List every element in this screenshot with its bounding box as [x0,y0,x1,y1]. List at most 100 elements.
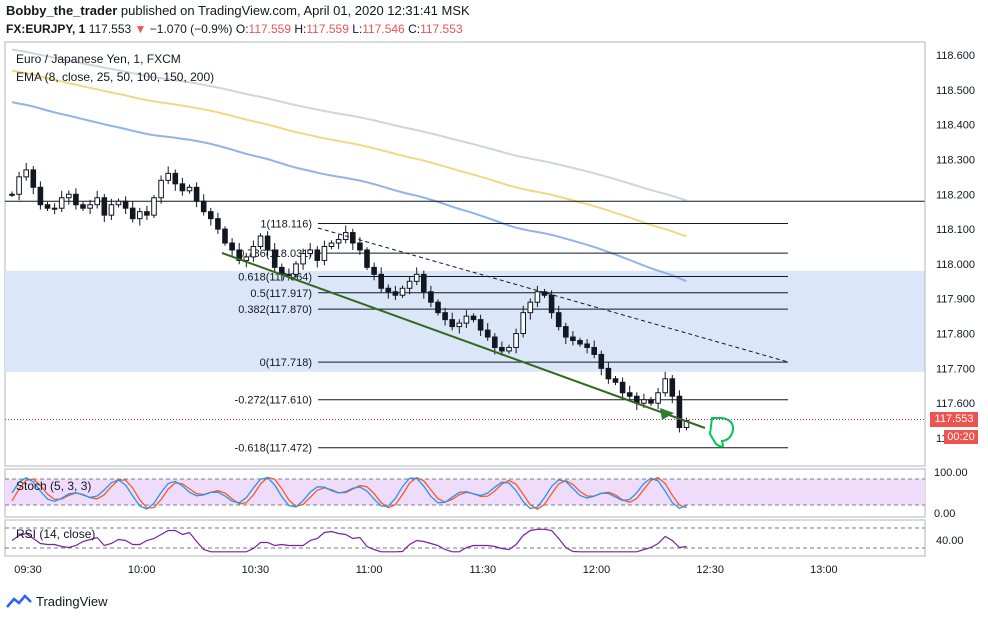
candle-body [314,249,321,261]
candle-body [30,169,37,188]
candle-body [215,218,221,230]
price-axis[interactable]: 118.600 118.500 118.400 118.300 118.200 118.1… [5,42,975,466]
instrument-legend[interactable]: Euro / Japanese Yen, 1, FXCM [16,52,181,66]
time-tick-label: 11:00 [356,564,383,576]
candle-body [115,200,122,206]
close-value: 117.553 [420,22,463,36]
change-value: −1.070 (−0.9%) [149,22,233,36]
candle-body [51,207,58,210]
rsi-pane-frame [4,519,926,557]
candle-body [520,312,527,335]
candle-body [513,333,519,348]
candle-body [641,399,647,404]
candle-body [335,239,342,244]
fib-retracement[interactable]: 1(118.116)0.786(118.031)0.618(117.964)0.… [235,219,788,455]
candle-body [222,228,228,244]
candle-body [421,273,427,293]
candle-body [598,353,605,369]
candle-body [470,315,477,321]
thumbs-down-icon [708,417,735,448]
ema-line [11,101,687,283]
price-tick-label: 118.100 [936,224,975,236]
fib-level-label: -0.618(117.472) [235,443,312,455]
time-tick-label: 12:00 [583,564,611,576]
candle-body [257,235,264,248]
candle-body [122,200,129,209]
candle-body [321,246,328,261]
candle-body [669,378,676,397]
candle-body [619,381,626,394]
candle-body [577,340,583,345]
candle-body [584,343,590,348]
candle-body [626,392,633,397]
candle-body [555,312,562,328]
candle-body [499,346,505,352]
ema-line [11,48,687,202]
candle-body [371,266,377,275]
publish-line: Bobby_the_trader published on TradingVie… [6,2,906,20]
ema-lines [11,48,687,283]
author-name[interactable]: Bobby_the_trader [6,3,118,18]
candle-body [87,204,93,209]
candle-body [570,336,576,342]
candle-body [605,367,612,380]
candle-body [172,172,179,185]
candle-body [442,312,448,321]
fib-level-label: -0.272(117.610) [235,395,312,407]
rsi-indicator: 40.00 [5,527,964,553]
candle-body [662,378,669,394]
candle-body [94,197,101,206]
candle-body [293,263,299,275]
price-tick-label: 117.700 [936,363,975,375]
candle-body [399,287,406,296]
candle-body [23,169,29,178]
time-axis[interactable]: 09:30 10:00 10:30 11:00 11:30 12:00 12:30 13:00 [14,564,837,576]
candle-body [66,193,72,199]
candle-body [44,204,51,209]
countdown-tag: 00:20 [944,430,978,444]
stoch-tick-label: 100.00 [934,467,968,479]
candle-body [655,392,661,404]
candle-body [548,294,555,314]
low-label: L: [352,22,363,36]
candle-body [286,273,292,276]
candle-body [534,291,541,303]
change-arrow-icon: ▼ [134,22,147,36]
stoch-legend[interactable]: Stoch (5, 3, 3) [16,479,92,493]
candle-body [16,176,22,195]
rsi-legend[interactable]: RSI (14, close) [16,527,96,541]
fib-level-label: 0.5(117.917) [250,288,312,300]
time-tick-label: 11:30 [469,564,496,576]
price-tick-label: 118.500 [936,85,975,97]
tradingview-logo-icon [6,594,32,608]
symbol-label: FX:EURJPY, 1 [6,22,86,36]
fib-level-label: 0.382(117.870) [238,304,312,316]
time-tick-label: 13:00 [810,564,838,576]
candle-body [541,291,548,296]
green-arrow-icon [660,408,674,420]
candle-body [264,235,271,251]
price-tick-label: 118.300 [936,154,975,166]
main-pane-frame [4,41,926,467]
price-tick-label: 118.000 [936,259,975,271]
fib-level-label: 1(118.116) [260,219,312,231]
ema-legend[interactable]: EMA (8, close, 25, 50, 100, 150, 200) [16,70,215,84]
footer: TradingView [6,590,108,612]
candle-body [158,179,164,199]
candle-body [236,249,242,261]
candle-body [58,197,65,209]
candle-body [612,378,619,383]
candle-body [392,291,399,296]
stoch-k-line [11,476,687,510]
candle-body [648,399,654,404]
footer-brand[interactable]: TradingView [36,593,108,609]
open-value: 117.559 [248,22,292,36]
candle-body [456,322,463,328]
candle-body [186,186,193,192]
candle-body [449,319,455,328]
trendlines[interactable] [221,227,789,429]
close-label: C: [408,22,421,36]
candle-body [250,246,257,258]
candle-body [591,346,598,355]
